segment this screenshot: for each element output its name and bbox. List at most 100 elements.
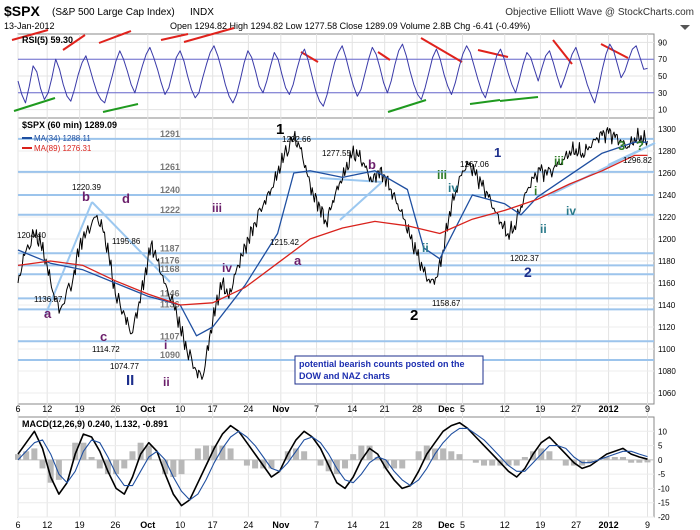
wave-label-iv-purple: iv <box>222 261 232 275</box>
swing-price-label: 1267.06 <box>460 160 489 169</box>
macd-histogram-bar <box>521 457 528 460</box>
macd-histogram-bar <box>399 459 406 469</box>
macd-histogram-bar <box>366 445 373 460</box>
fib-level-label: 1240 <box>160 185 180 195</box>
rsi-y-tick: 30 <box>658 89 667 98</box>
macd-histogram-bar <box>489 459 496 466</box>
macd-histogram-bar <box>358 445 365 460</box>
price-y-tick: 1120 <box>658 323 676 332</box>
rsi-trendline-red <box>552 39 573 65</box>
fib-level-label: 1090 <box>160 350 180 360</box>
fib-level-label: 1291 <box>160 129 180 139</box>
macd-histogram-bar <box>440 448 447 460</box>
rsi-y-tick: 90 <box>658 38 667 47</box>
rsi-trendline-green <box>499 96 539 102</box>
chart-exchange: INDX <box>190 7 214 18</box>
macd-histogram-bar <box>456 454 463 460</box>
macd-histogram-bar <box>162 459 169 475</box>
wave-label-question: ? <box>636 138 644 153</box>
fib-level-label: 1261 <box>160 162 180 172</box>
x-tick-label-bottom: 14 <box>347 520 357 530</box>
wave-label-i-green: i <box>534 184 537 198</box>
macd-histogram-bar <box>178 459 185 475</box>
swing-price-label: 1195.86 <box>112 237 141 246</box>
x-tick-label: 28 <box>412 404 422 414</box>
swing-price-label: 1136.07 <box>34 295 63 304</box>
macd-histogram-bar <box>96 459 103 469</box>
macd-histogram-bar <box>113 459 120 475</box>
price-y-tick: 1220 <box>658 213 676 222</box>
price-trendline <box>44 201 93 317</box>
price-y-tick: 1200 <box>658 235 676 244</box>
x-tick-label-bottom: 12 <box>42 520 52 530</box>
axis-ticks: 66121219192626OctOct101017172424NovNov77… <box>15 38 676 530</box>
x-tick-label: Dec <box>438 404 455 414</box>
macd-y-tick: 10 <box>658 427 667 436</box>
macd-histogram-bar <box>292 448 299 460</box>
x-tick-label: 7 <box>314 404 319 414</box>
x-tick-label: 5 <box>460 404 465 414</box>
x-tick-label: 12 <box>500 404 510 414</box>
x-tick-label: 9 <box>645 404 650 414</box>
macd-histogram-bar <box>415 451 422 460</box>
macd-histogram-bar <box>350 454 357 460</box>
macd-y-tick: 5 <box>658 442 663 451</box>
rsi-trendline-green <box>387 99 427 113</box>
swing-price-label: 1215.42 <box>270 238 299 247</box>
macd-histogram-bar <box>374 457 381 460</box>
swing-price-label: 1114.72 <box>92 345 120 354</box>
fib-level-label: 1136 <box>160 299 180 309</box>
x-tick-label-bottom: 5 <box>460 520 465 530</box>
macd-histogram-bar <box>513 459 520 466</box>
wave-label-ii-teal2: ii <box>540 222 547 236</box>
macd-histogram-bar <box>636 459 643 463</box>
price-y-tick: 1060 <box>658 389 676 398</box>
x-tick-label: 26 <box>110 404 120 414</box>
macd-histogram-bar <box>243 459 250 466</box>
rsi-trendline-green <box>13 97 56 112</box>
rsi-y-tick: 70 <box>658 55 667 64</box>
rsi-trendline-red <box>420 37 463 63</box>
rsi-line <box>17 43 648 107</box>
x-tick-label-bottom: 21 <box>380 520 390 530</box>
macd-histogram-bar <box>562 459 569 466</box>
annotation-text: potential bearish counts posted on the D… <box>299 359 465 381</box>
macd-histogram-bar <box>603 457 610 460</box>
wave-label-one-black: 1 <box>276 121 284 138</box>
chart-description: (S&P 500 Large Cap Index) <box>52 7 175 18</box>
macd-line <box>17 421 648 507</box>
x-tick-label-bottom: 28 <box>412 520 422 530</box>
price-line <box>17 127 648 380</box>
x-tick-label: Oct <box>140 404 155 414</box>
macd-title: MACD(12,26,9) 0.240, 1.132, -0.891 <box>22 419 168 429</box>
fib-level-label: 1176 <box>160 255 180 265</box>
fib-level-label: 1107 <box>160 331 180 341</box>
x-tick-label: 6 <box>15 404 20 414</box>
wave-label-d-upper: d <box>122 191 130 206</box>
price-trendline <box>607 142 656 166</box>
rsi-trendline-red <box>62 34 86 51</box>
rsi-trendline-red <box>377 51 391 61</box>
rsi-trendline-green <box>102 103 139 113</box>
chart-source: Objective Elliott Wave @ StockCharts.com <box>505 7 694 18</box>
rsi-trendline-red <box>11 29 49 41</box>
macd-histogram-bar <box>391 459 398 469</box>
rsi-trendline-red <box>183 27 235 43</box>
macd-histogram-bar <box>55 459 62 480</box>
swing-price-label: 1292.66 <box>282 135 311 144</box>
series-lines <box>15 43 651 507</box>
wave-labels: 1292.66 1277.55 1267.06 1296.82 1220.39 1204.… <box>17 121 652 389</box>
swing-price-label: 1202.37 <box>510 254 539 263</box>
wave-label-b-upper: b <box>82 189 90 204</box>
macd-histogram-bar <box>423 445 430 460</box>
chart-quote-line: Open 1294.82 High 1294.82 Low 1277.58 Cl… <box>170 21 530 31</box>
macd-histogram-bar <box>342 459 349 469</box>
fib-level-label: 1168 <box>160 264 180 274</box>
macd-histogram-bar <box>505 459 512 466</box>
ma34-legend-label: MA(34) 1288.11 <box>34 134 91 143</box>
quote-dropdown-icon[interactable] <box>680 25 690 30</box>
rsi-trendline-red <box>300 51 319 63</box>
price-y-tick: 1280 <box>658 147 676 156</box>
